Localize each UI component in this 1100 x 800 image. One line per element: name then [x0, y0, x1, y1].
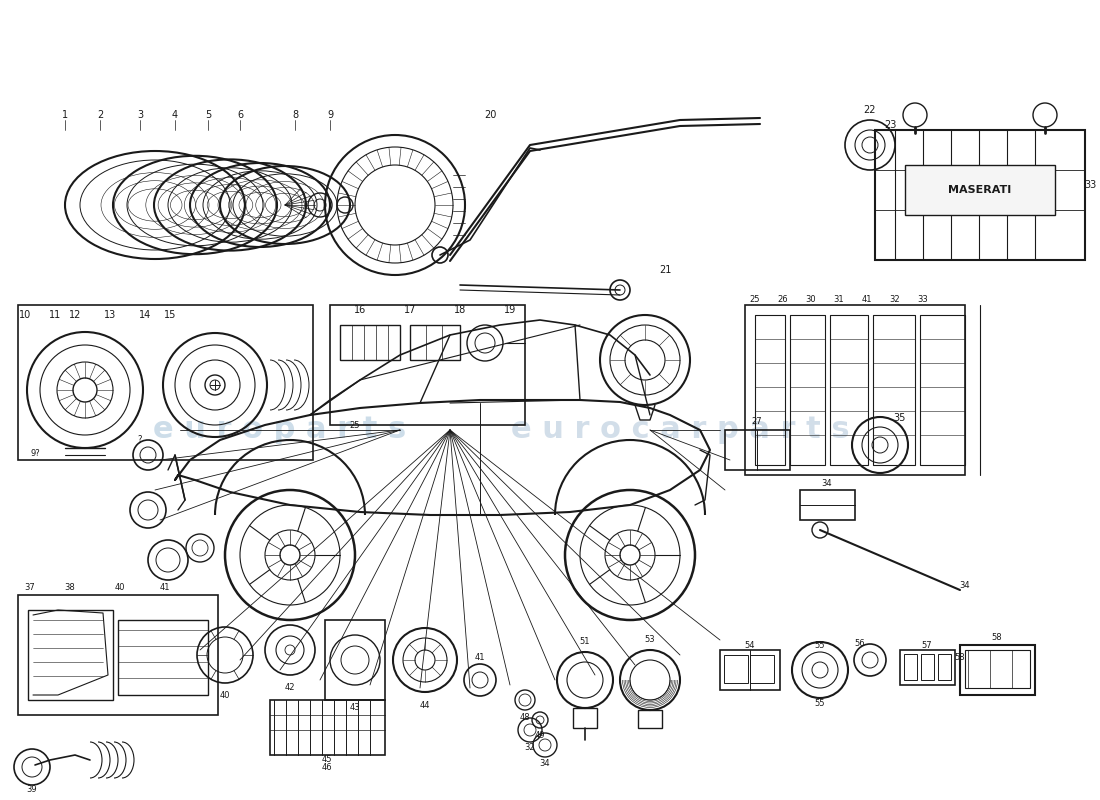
- Text: 51: 51: [580, 638, 591, 646]
- Text: 16: 16: [354, 305, 366, 315]
- Text: 32: 32: [525, 743, 536, 753]
- Text: 14: 14: [139, 310, 151, 320]
- Text: 56: 56: [855, 638, 866, 647]
- Text: 31: 31: [834, 295, 845, 305]
- Text: 9: 9: [327, 110, 333, 120]
- Text: 55: 55: [815, 699, 825, 709]
- Bar: [960, 645, 1035, 695]
- Text: 53: 53: [645, 635, 656, 645]
- Text: 12: 12: [69, 310, 81, 320]
- Bar: [638, 710, 662, 728]
- Bar: [410, 325, 460, 360]
- Text: 22: 22: [864, 105, 877, 115]
- Bar: [750, 655, 774, 683]
- Text: 17: 17: [404, 305, 416, 315]
- Text: 9?: 9?: [30, 449, 40, 458]
- Bar: [720, 650, 780, 690]
- Bar: [270, 700, 385, 755]
- Text: 32: 32: [890, 295, 900, 305]
- Text: 18: 18: [454, 305, 466, 315]
- Text: e u r o c a r p a r t s: e u r o c a r p a r t s: [510, 415, 849, 445]
- Bar: [755, 315, 785, 465]
- Bar: [904, 654, 917, 680]
- Bar: [118, 620, 208, 695]
- Text: 41: 41: [160, 582, 170, 591]
- Text: ?: ?: [138, 435, 142, 445]
- Text: 10: 10: [19, 310, 31, 320]
- Text: 13: 13: [103, 310, 117, 320]
- Text: 43: 43: [350, 703, 361, 713]
- Text: 41: 41: [475, 654, 485, 662]
- Text: 40: 40: [220, 690, 230, 699]
- Bar: [800, 490, 855, 520]
- Bar: [830, 315, 868, 465]
- Text: 34: 34: [959, 581, 970, 590]
- Text: 49: 49: [535, 731, 546, 741]
- Bar: [340, 325, 400, 360]
- Text: 44: 44: [420, 701, 430, 710]
- Bar: [18, 305, 314, 460]
- Text: 2: 2: [97, 110, 103, 120]
- Bar: [573, 708, 597, 728]
- Text: 26: 26: [778, 295, 789, 305]
- Text: 39: 39: [26, 786, 37, 794]
- Text: 27: 27: [751, 418, 762, 426]
- Text: 20: 20: [484, 110, 496, 120]
- Text: 21: 21: [659, 265, 671, 275]
- Bar: [905, 165, 1055, 215]
- Bar: [745, 305, 965, 475]
- Bar: [18, 595, 218, 715]
- Text: 25: 25: [750, 295, 760, 305]
- Text: 3: 3: [136, 110, 143, 120]
- Text: 6: 6: [236, 110, 243, 120]
- Text: MASERATI: MASERATI: [948, 185, 1012, 195]
- Bar: [724, 655, 748, 683]
- Bar: [900, 650, 955, 685]
- Text: 57: 57: [922, 641, 933, 650]
- Text: 25: 25: [350, 421, 361, 430]
- Text: 8: 8: [292, 110, 298, 120]
- Text: 37: 37: [24, 582, 35, 591]
- Bar: [330, 305, 525, 425]
- Bar: [920, 315, 965, 465]
- Text: 19: 19: [504, 305, 516, 315]
- Bar: [874, 130, 1085, 260]
- Text: 15: 15: [164, 310, 176, 320]
- Text: 38: 38: [65, 582, 76, 591]
- Text: 48: 48: [519, 714, 530, 722]
- Bar: [938, 654, 952, 680]
- Text: 40: 40: [114, 582, 125, 591]
- Bar: [725, 430, 790, 470]
- Text: 5: 5: [205, 110, 211, 120]
- Bar: [790, 315, 825, 465]
- Text: 45: 45: [321, 755, 332, 765]
- Text: 34: 34: [540, 758, 550, 767]
- Text: 42: 42: [285, 683, 295, 693]
- Bar: [324, 620, 385, 700]
- Text: 33: 33: [1084, 180, 1096, 190]
- Text: 58: 58: [992, 634, 1002, 642]
- Text: 55: 55: [815, 641, 825, 650]
- Text: 35: 35: [894, 413, 906, 423]
- Text: 46: 46: [321, 763, 332, 773]
- Text: 11: 11: [48, 310, 62, 320]
- Text: 58: 58: [955, 654, 966, 662]
- Text: 4: 4: [172, 110, 178, 120]
- Text: 33: 33: [917, 295, 928, 305]
- Text: 23: 23: [883, 120, 896, 130]
- Text: e u r o p a r t s: e u r o p a r t s: [153, 415, 407, 445]
- Text: 30: 30: [805, 295, 816, 305]
- Bar: [965, 650, 1030, 688]
- Bar: [28, 610, 113, 700]
- Text: 34: 34: [822, 478, 833, 487]
- Text: 41: 41: [861, 295, 872, 305]
- Text: 54: 54: [745, 641, 756, 650]
- Bar: [873, 315, 915, 465]
- Bar: [921, 654, 934, 680]
- Text: 1: 1: [62, 110, 68, 120]
